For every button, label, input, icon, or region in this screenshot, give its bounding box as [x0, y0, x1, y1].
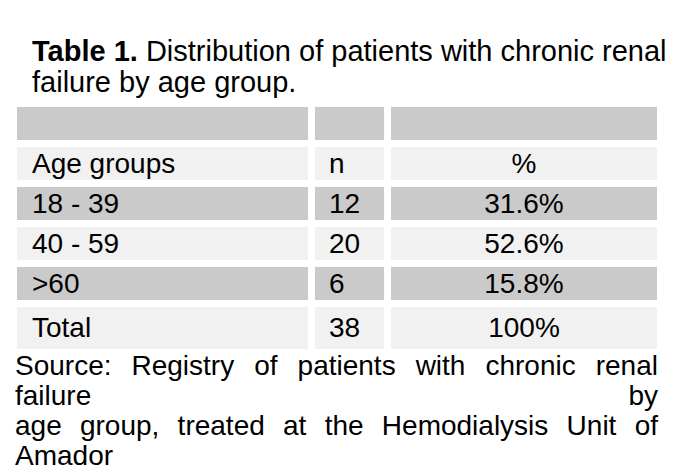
cell-age-group: 40 - 59 — [17, 227, 308, 260]
table-caption-line1: Distribution of patients with chronic re… — [138, 35, 667, 67]
source-note-line2: age group, treated at the Hemodialysis U… — [15, 411, 658, 471]
cell-age-group: >60 — [17, 267, 308, 300]
table-caption: Table 1. Distribution of patients with c… — [32, 36, 672, 98]
cell-percent-total: 100% — [391, 307, 657, 349]
table-caption-number: Table 1. — [32, 35, 138, 67]
column-header-n: n — [315, 147, 384, 180]
cell-percent: 31.6% — [391, 187, 657, 220]
cell-n: 12 — [315, 187, 384, 220]
header-strip-cell-n — [315, 107, 384, 140]
cell-n: 20 — [315, 227, 384, 260]
header-strip-cell-percent — [391, 107, 657, 140]
cell-n: 6 — [315, 267, 384, 300]
column-header-percent: % — [391, 147, 657, 180]
source-note: Source: Registry of patients with chroni… — [15, 351, 658, 471]
column-header-age-groups: Age groups — [17, 147, 308, 180]
table-caption-line2: failure by age group. — [32, 66, 296, 98]
cell-age-group-total: Total — [17, 307, 308, 349]
cell-n-total: 38 — [315, 307, 384, 349]
header-strip-cell-age — [17, 107, 308, 140]
cell-percent: 15.8% — [391, 267, 657, 300]
patients-distribution-table: Age groups n % 18 - 39 12 31.6% 40 - 59 … — [17, 107, 657, 349]
source-note-line1: Source: Registry of patients with chroni… — [15, 351, 658, 411]
cell-percent: 52.6% — [391, 227, 657, 260]
cell-age-group: 18 - 39 — [17, 187, 308, 220]
